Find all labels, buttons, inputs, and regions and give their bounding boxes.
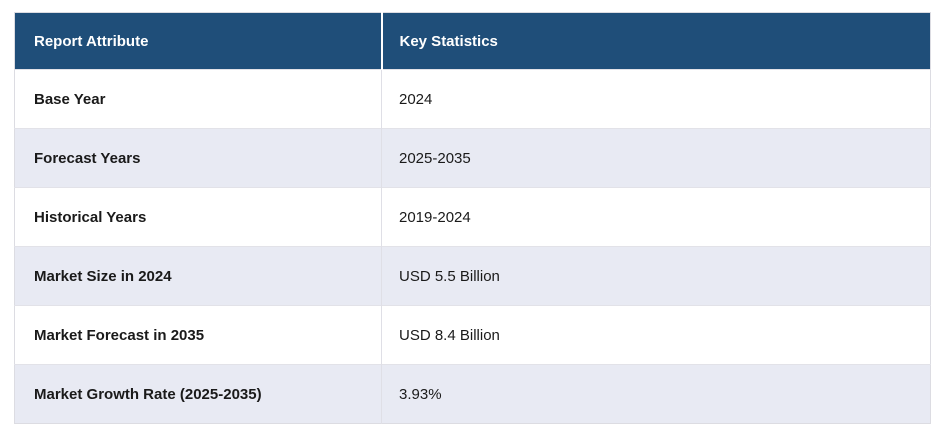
header-key-statistics: Key Statistics [380,12,931,70]
row-value-historical-years: 2019-2024 [381,187,931,247]
row-attribute-historical-years: Historical Years [14,187,382,247]
row-attribute-market-forecast: Market Forecast in 2035 [14,305,382,365]
row-value-growth-rate: 3.93% [381,364,931,424]
table-row: Market Forecast in 2035 USD 8.4 Billion [14,305,931,365]
header-row: Report Attribute Key Statistics [14,12,931,70]
table-row: Base Year 2024 [14,69,931,129]
report-statistics-table: Report Attribute Key Statistics Base Yea… [14,12,931,424]
table-body: Base Year 2024 Forecast Years 2025-2035 … [14,69,931,424]
header-report-attribute: Report Attribute [14,12,382,70]
row-value-market-size: USD 5.5 Billion [381,246,931,306]
row-attribute-market-size: Market Size in 2024 [14,246,382,306]
row-value-base-year: 2024 [381,69,931,129]
row-attribute-base-year: Base Year [14,69,382,129]
row-attribute-growth-rate: Market Growth Rate (2025-2035) [14,364,382,424]
table-row: Historical Years 2019-2024 [14,187,931,247]
row-attribute-forecast-years: Forecast Years [14,128,382,188]
table-row: Forecast Years 2025-2035 [14,128,931,188]
row-value-forecast-years: 2025-2035 [381,128,931,188]
table-row: Market Size in 2024 USD 5.5 Billion [14,246,931,306]
table-row: Market Growth Rate (2025-2035) 3.93% [14,364,931,424]
report-statistics-table-container: Report Attribute Key Statistics Base Yea… [14,12,931,424]
table-header: Report Attribute Key Statistics [14,12,931,70]
row-value-market-forecast: USD 8.4 Billion [381,305,931,365]
